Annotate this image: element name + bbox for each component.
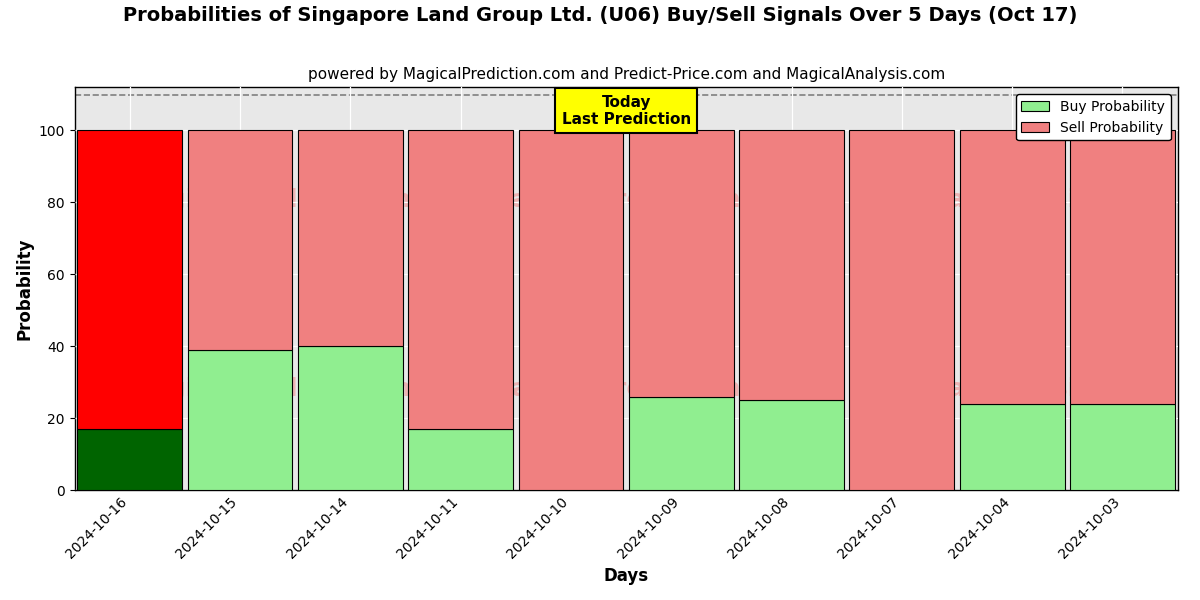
- Bar: [298, 130, 403, 346]
- Legend: Buy Probability, Sell Probability: Buy Probability, Sell Probability: [1016, 94, 1171, 140]
- Bar: [187, 130, 293, 350]
- Bar: [518, 130, 623, 490]
- Y-axis label: Probability: Probability: [16, 238, 34, 340]
- Bar: [960, 404, 1064, 490]
- Bar: [739, 130, 844, 400]
- X-axis label: Days: Days: [604, 567, 649, 585]
- Text: MagicalAnalysis.com: MagicalAnalysis.com: [865, 188, 1159, 212]
- Bar: [187, 350, 293, 490]
- Bar: [408, 429, 514, 490]
- Bar: [408, 130, 514, 429]
- Bar: [78, 130, 182, 429]
- Text: Today
Last Prediction: Today Last Prediction: [562, 95, 691, 127]
- Bar: [1070, 404, 1175, 490]
- Title: powered by MagicalPrediction.com and Predict-Price.com and MagicalAnalysis.com: powered by MagicalPrediction.com and Pre…: [307, 67, 944, 82]
- Bar: [1070, 130, 1175, 404]
- Bar: [629, 397, 733, 490]
- Bar: [960, 130, 1064, 404]
- Text: MagicalPrediction.com: MagicalPrediction.com: [487, 377, 809, 401]
- Bar: [850, 130, 954, 490]
- Text: Probabilities of Singapore Land Group Ltd. (U06) Buy/Sell Signals Over 5 Days (O: Probabilities of Singapore Land Group Lt…: [122, 6, 1078, 25]
- Bar: [78, 429, 182, 490]
- Bar: [629, 130, 733, 397]
- Text: MagicalAnalysis.com: MagicalAnalysis.com: [126, 377, 420, 401]
- Text: MagicalAnalysis.com: MagicalAnalysis.com: [126, 188, 420, 212]
- Text: MagicalPrediction.com: MagicalPrediction.com: [487, 188, 809, 212]
- Bar: [739, 400, 844, 490]
- Text: MagicalAnalysis.com: MagicalAnalysis.com: [865, 377, 1159, 401]
- Bar: [298, 346, 403, 490]
